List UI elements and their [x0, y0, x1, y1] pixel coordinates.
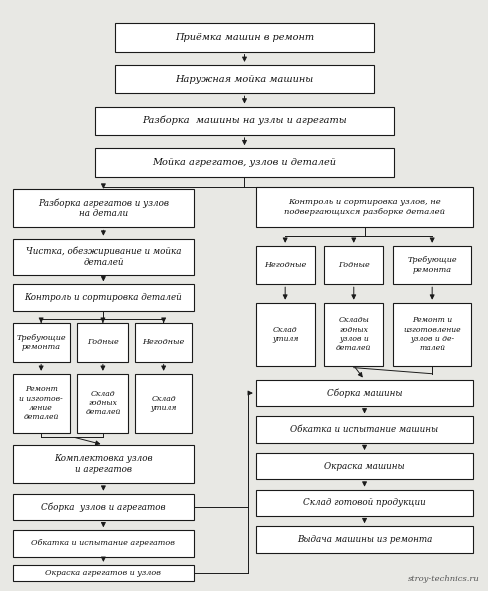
- Text: Мойка агрегатов, узлов и деталей: Мойка агрегатов, узлов и деталей: [152, 158, 336, 167]
- Text: Контроль и сортировка узлов, не
подвергающихся разборке деталей: Контроль и сортировка узлов, не подверга…: [284, 199, 444, 216]
- Bar: [135, 323, 192, 362]
- Bar: [13, 323, 69, 362]
- Bar: [95, 148, 393, 177]
- Text: Требующие
ремонта: Требующие ремонта: [407, 256, 456, 274]
- Text: Выдача машины из ремонта: Выдача машины из ремонта: [296, 535, 431, 544]
- Text: Комплектовка узлов
и агрегатов: Комплектовка узлов и агрегатов: [54, 454, 152, 474]
- Text: Годные: Годные: [87, 338, 119, 346]
- Bar: [255, 417, 472, 443]
- Text: Контроль и сортировка деталей: Контроль и сортировка деталей: [24, 293, 182, 302]
- Bar: [392, 303, 470, 366]
- Text: Ремонт и
изготовление
узлов и де-
талей: Ремонт и изготовление узлов и де- талей: [403, 316, 460, 352]
- Bar: [77, 323, 128, 362]
- Text: Сборка машины: Сборка машины: [326, 388, 402, 398]
- Text: Окраска агрегатов и узлов: Окраска агрегатов и узлов: [45, 569, 161, 577]
- Bar: [114, 65, 374, 93]
- Text: Обкатка и испытание агрегатов: Обкатка и испытание агрегатов: [31, 540, 175, 547]
- Bar: [13, 565, 194, 581]
- Text: Склад
утиля: Склад утиля: [150, 395, 177, 412]
- Text: Требующие
ремонта: Требующие ремонта: [16, 334, 66, 351]
- Text: Сборка  узлов и агрегатов: Сборка узлов и агрегатов: [41, 502, 165, 512]
- Bar: [13, 445, 194, 483]
- Bar: [255, 526, 472, 553]
- Text: Склад
годных
деталей: Склад годных деталей: [85, 390, 121, 417]
- Text: Разборка агрегатов и узлов
на детали: Разборка агрегатов и узлов на детали: [38, 198, 168, 218]
- Bar: [255, 246, 314, 284]
- Text: stroy-technics.ru: stroy-technics.ru: [407, 575, 478, 583]
- Bar: [392, 246, 470, 284]
- Bar: [13, 284, 194, 311]
- Bar: [95, 106, 393, 135]
- Text: Негодные: Негодные: [264, 261, 305, 269]
- Bar: [135, 374, 192, 433]
- Text: Обкатка и испытание машины: Обкатка и испытание машины: [290, 425, 438, 434]
- Text: Приёмка машин в ремонт: Приёмка машин в ремонт: [175, 33, 313, 42]
- Bar: [255, 453, 472, 479]
- Bar: [13, 493, 194, 520]
- Bar: [255, 303, 314, 366]
- Text: Разборка  машины на узлы и агрегаты: Разборка машины на узлы и агрегаты: [142, 116, 346, 125]
- Bar: [13, 530, 194, 557]
- Bar: [77, 374, 128, 433]
- Bar: [114, 23, 374, 51]
- Text: Окраска машины: Окраска машины: [324, 462, 404, 470]
- Bar: [13, 189, 194, 228]
- Text: Годные: Годные: [337, 261, 369, 269]
- Text: Ремонт
и изготов-
ление
деталей: Ремонт и изготов- ление деталей: [19, 385, 63, 421]
- Bar: [324, 303, 383, 366]
- Text: Негодные: Негодные: [142, 338, 184, 346]
- Bar: [13, 239, 194, 275]
- Bar: [13, 374, 69, 433]
- Text: Склад
утиля: Склад утиля: [271, 326, 298, 343]
- Text: Наружная мойка машины: Наружная мойка машины: [175, 74, 313, 83]
- Bar: [255, 380, 472, 406]
- Bar: [255, 187, 472, 228]
- Text: Склады
годных
узлов и
деталей: Склады годных узлов и деталей: [335, 316, 371, 352]
- Text: Чистка, обезжиривание и мойка
деталей: Чистка, обезжиривание и мойка деталей: [25, 247, 181, 267]
- Text: Склад готовой продукции: Склад готовой продукции: [303, 498, 425, 507]
- Bar: [255, 489, 472, 516]
- Bar: [324, 246, 383, 284]
